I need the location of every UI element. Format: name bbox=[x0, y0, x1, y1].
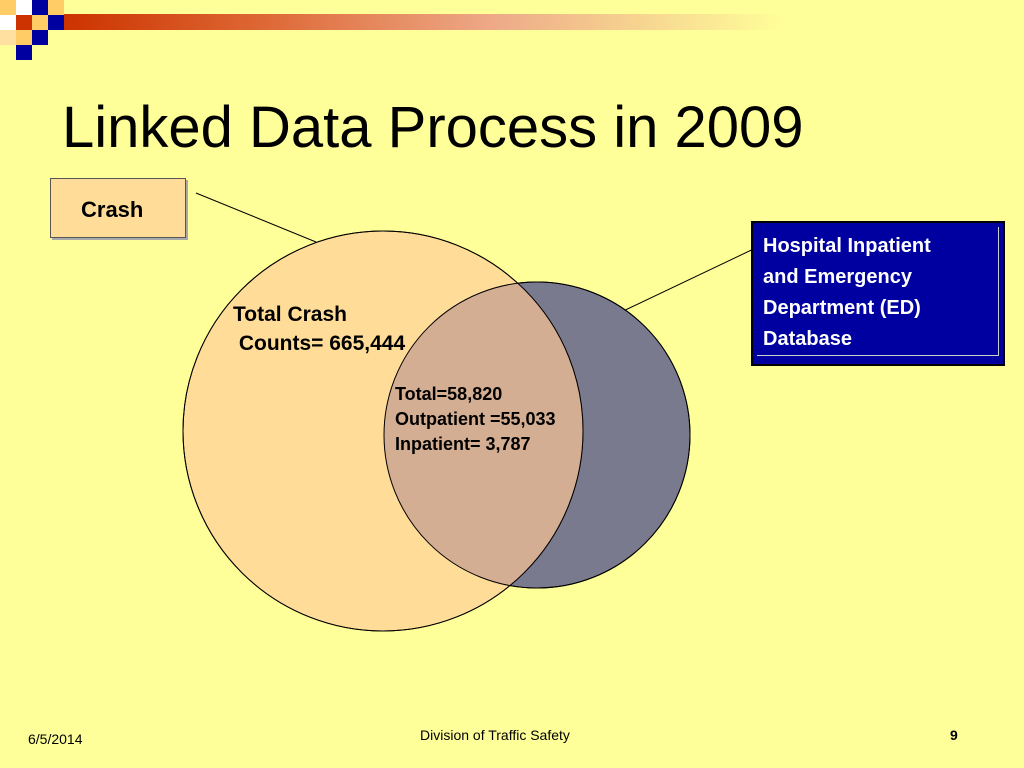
header-bar bbox=[64, 14, 1024, 30]
database-circle-outline bbox=[383, 281, 691, 589]
slide-title: Linked Data Process in 2009 bbox=[62, 95, 804, 160]
corner-logo bbox=[0, 0, 64, 60]
page-number: 9 bbox=[950, 727, 958, 743]
database-label-line: Department (ED) bbox=[763, 297, 921, 319]
footer-organization: Division of Traffic Safety bbox=[420, 727, 570, 743]
crash-label-box: Crash bbox=[50, 178, 186, 238]
database-label-box: Hospital Inpatient and Emergency Departm… bbox=[751, 221, 1005, 366]
overlap-counts-label: Total=58,820 Outpatient =55,033 Inpatien… bbox=[395, 384, 556, 454]
box-inner-border bbox=[998, 227, 999, 356]
footer-date: 6/5/2014 bbox=[28, 731, 83, 747]
box-inner-border bbox=[757, 355, 999, 356]
crash-total-label: Total Crash Counts= 665,444 bbox=[233, 303, 406, 355]
database-connector-line bbox=[618, 244, 763, 314]
database-label-line: and Emergency bbox=[763, 266, 912, 288]
database-label-line: Hospital Inpatient bbox=[763, 235, 931, 257]
overlap-region bbox=[384, 282, 583, 588]
database-label-line: Database bbox=[763, 328, 852, 350]
crash-label: Crash bbox=[81, 197, 144, 222]
crash-connector-line bbox=[195, 192, 317, 243]
crash-circle-outline bbox=[182, 230, 584, 632]
